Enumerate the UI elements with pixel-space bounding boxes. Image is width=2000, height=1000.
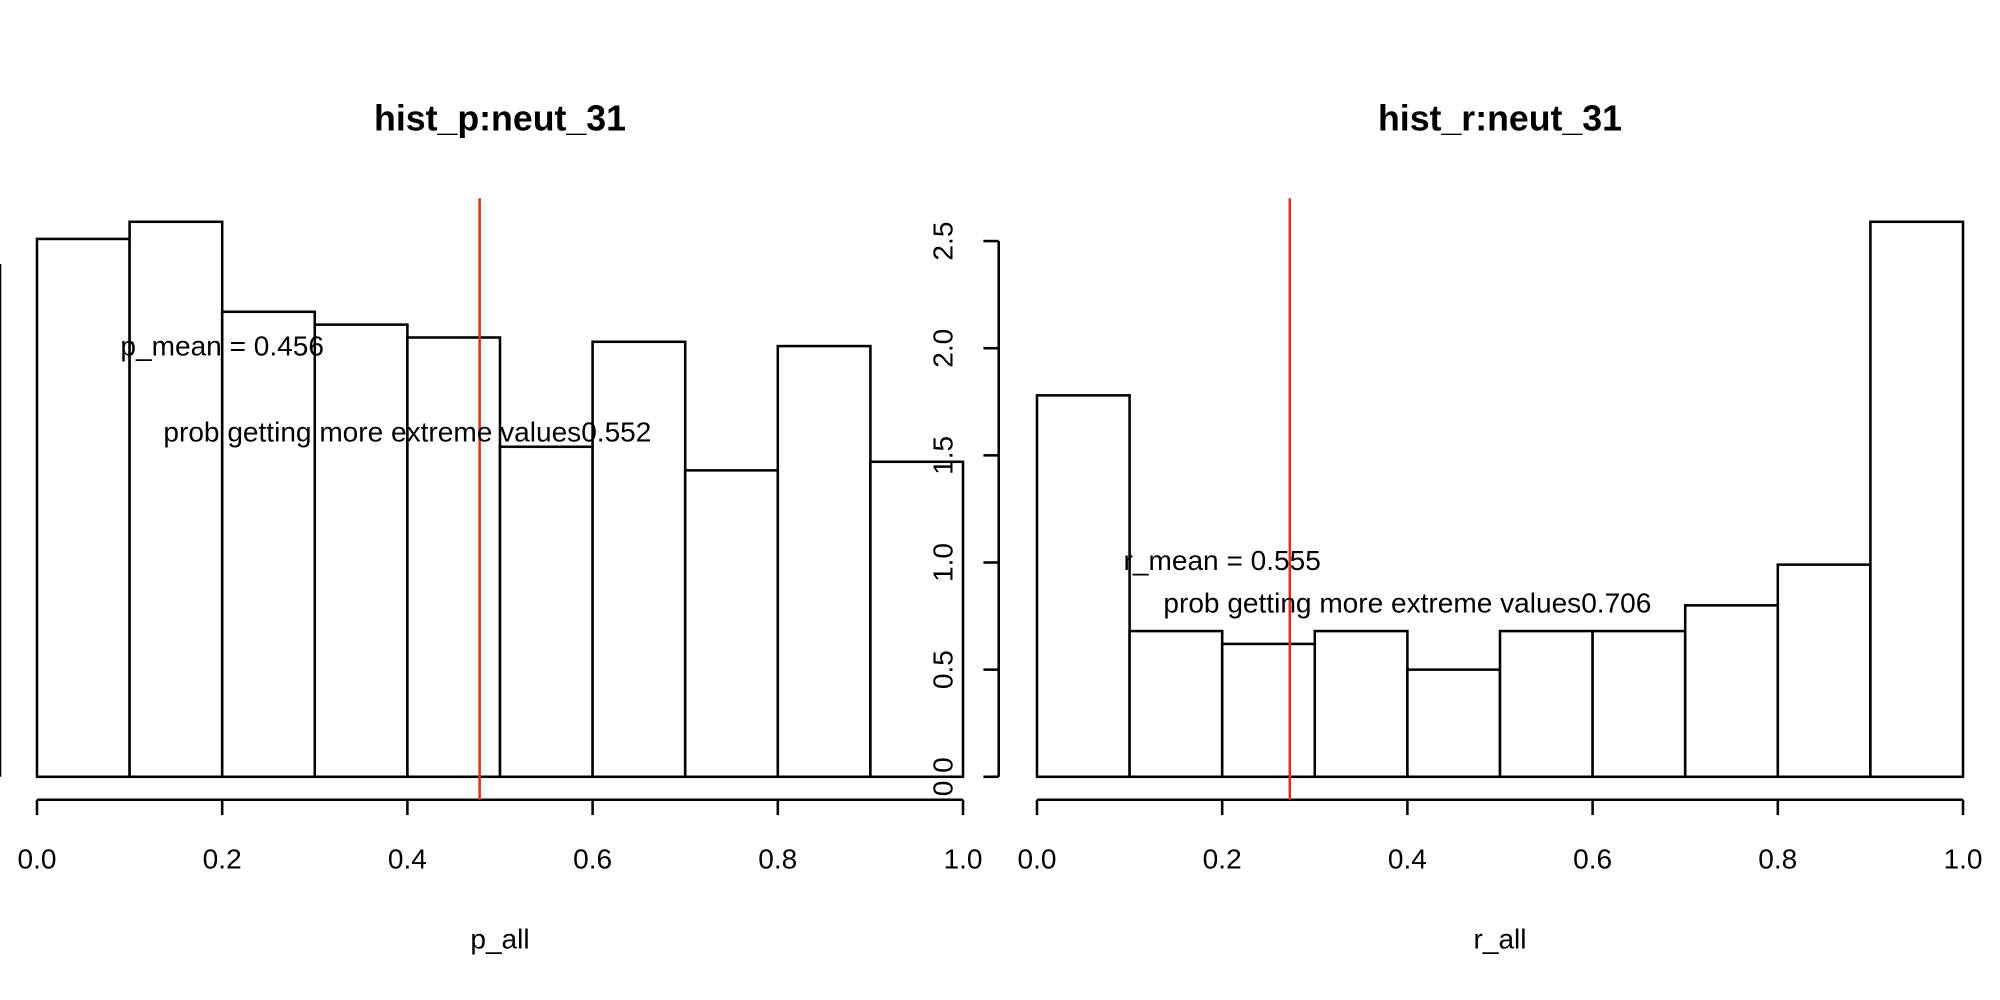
- bar: [1035, 394, 1131, 779]
- bar: [1220, 642, 1317, 779]
- bar: [406, 336, 502, 779]
- bar: [1683, 604, 1780, 779]
- x-tick-label: 0.4: [388, 843, 427, 874]
- bar: [128, 220, 224, 779]
- bar: [220, 310, 317, 779]
- y-tick-label: 2.0: [928, 329, 959, 368]
- x-tick-label: 0.8: [758, 843, 797, 874]
- x-tick-label: 0.6: [1573, 843, 1612, 874]
- x-tick-label: 1.0: [944, 843, 983, 874]
- y-tick-label: 1.0: [928, 543, 959, 582]
- x-tick-label: 0.8: [1758, 843, 1797, 874]
- x-tick-label: 0.0: [1017, 843, 1056, 874]
- bar: [1313, 629, 1409, 779]
- chart-title: hist_r:neut_31: [1378, 99, 1622, 139]
- chart-title: hist_p:neut_31: [374, 99, 626, 139]
- x-axis-label: p_all: [470, 924, 529, 955]
- bar: [1128, 629, 1224, 779]
- x-tick-label: 0.0: [17, 843, 56, 874]
- bar: [776, 344, 872, 779]
- annotation: prob getting more extreme values0.706: [1163, 588, 1651, 619]
- y-tick-label: 0.0: [928, 757, 959, 796]
- y-tick-label: 0.5: [928, 650, 959, 689]
- bar: [313, 323, 409, 779]
- y-tick-label: 1.5: [928, 436, 959, 475]
- bar: [683, 469, 780, 779]
- bar: [1498, 629, 1594, 779]
- bar: [1406, 668, 1502, 779]
- annotation: r_mean = 0.555: [1124, 545, 1321, 576]
- x-tick-label: 0.6: [573, 843, 612, 874]
- bar: [498, 445, 594, 779]
- x-tick-label: 0.2: [203, 843, 242, 874]
- bar: [1869, 220, 1965, 779]
- bar: [591, 340, 687, 779]
- bar: [1776, 563, 1872, 779]
- x-axis-label: r_all: [1474, 924, 1527, 955]
- annotation: p_mean = 0.456: [120, 331, 324, 362]
- x-tick-label: 1.0: [1944, 843, 1983, 874]
- x-tick-label: 0.2: [1203, 843, 1242, 874]
- bar: [35, 237, 131, 779]
- y-tick-label: 2.5: [928, 222, 959, 261]
- x-tick-label: 0.4: [1388, 843, 1427, 874]
- bar: [1591, 629, 1687, 779]
- annotation: prob getting more extreme values0.552: [163, 416, 651, 447]
- bar: [869, 460, 965, 779]
